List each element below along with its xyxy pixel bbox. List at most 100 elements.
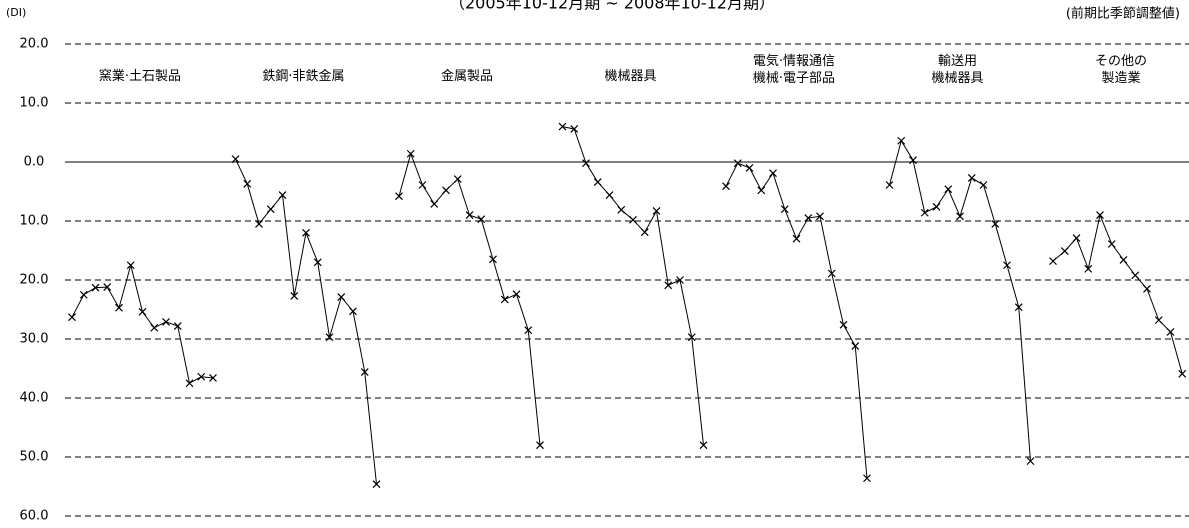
point-marker bbox=[418, 181, 427, 189]
point-marker bbox=[512, 290, 521, 299]
point-marker bbox=[442, 186, 450, 195]
series-label-line: 輸送用 bbox=[938, 54, 977, 69]
point-marker bbox=[944, 185, 953, 194]
series-label-line: その他の bbox=[1095, 54, 1147, 69]
series-label-line: 窯業·土石製品 bbox=[99, 68, 181, 84]
point-marker bbox=[1026, 457, 1035, 466]
point-marker bbox=[792, 234, 801, 243]
point-marker bbox=[150, 323, 159, 332]
point-marker bbox=[197, 372, 206, 381]
point-marker bbox=[593, 178, 602, 186]
point-marker bbox=[699, 441, 708, 450]
series-label-line: 鉄鋼·非鉄金属 bbox=[262, 68, 344, 84]
point-marker bbox=[851, 342, 860, 351]
point-marker bbox=[605, 191, 614, 199]
point-marker bbox=[1178, 369, 1187, 378]
series-label: 窯業·土石製品 bbox=[99, 68, 181, 84]
point-marker bbox=[162, 317, 170, 326]
point-marker bbox=[897, 136, 906, 145]
point-marker bbox=[1060, 247, 1069, 256]
point-marker bbox=[991, 220, 1000, 228]
y-tick-label: 10.0 bbox=[20, 214, 49, 229]
point-marker bbox=[524, 326, 533, 335]
point-marker bbox=[500, 295, 509, 304]
series-line bbox=[889, 139, 1031, 462]
point-marker bbox=[126, 261, 135, 270]
point-marker bbox=[745, 163, 754, 172]
series-label: 輸送用機械器具 bbox=[931, 54, 983, 86]
point-marker bbox=[687, 333, 696, 342]
point-marker bbox=[209, 374, 217, 382]
point-marker bbox=[640, 228, 649, 237]
point-marker bbox=[780, 205, 789, 214]
y-tick-label: 50.0 bbox=[20, 450, 49, 465]
point-marker bbox=[1096, 211, 1104, 220]
point-marker bbox=[863, 474, 871, 483]
point-marker bbox=[290, 292, 299, 300]
point-marker bbox=[804, 214, 813, 222]
point-marker bbox=[1107, 240, 1116, 248]
point-marker bbox=[231, 155, 240, 163]
point-marker bbox=[979, 181, 988, 189]
point-marker bbox=[477, 215, 486, 224]
point-marker bbox=[839, 320, 848, 329]
point-marker bbox=[617, 205, 626, 214]
point-marker bbox=[395, 192, 403, 201]
point-marker bbox=[278, 191, 287, 199]
series-line bbox=[725, 162, 868, 479]
point-marker bbox=[430, 199, 439, 208]
point-marker bbox=[453, 175, 462, 184]
series-label: 機械器具 bbox=[604, 69, 656, 84]
point-marker bbox=[536, 441, 544, 450]
point-marker bbox=[967, 174, 976, 182]
point-marker bbox=[570, 125, 579, 133]
point-marker bbox=[185, 379, 194, 388]
point-marker bbox=[582, 159, 590, 168]
point-marker bbox=[1166, 327, 1175, 336]
point-marker bbox=[1072, 234, 1081, 243]
series-line bbox=[398, 152, 541, 446]
series-label: 電気·情報通信機械·電子部品 bbox=[753, 53, 835, 86]
point-marker bbox=[722, 182, 730, 191]
point-marker bbox=[1143, 284, 1151, 293]
point-marker bbox=[1049, 257, 1057, 266]
y-tick-label: 0.0 bbox=[24, 155, 45, 170]
point-marker bbox=[909, 156, 917, 165]
y-tick-label: 40.0 bbox=[20, 391, 49, 406]
point-marker bbox=[676, 276, 684, 284]
point-marker bbox=[827, 269, 836, 278]
series-label: 金属製品 bbox=[441, 68, 493, 84]
series-line bbox=[562, 126, 704, 446]
point-marker bbox=[757, 186, 766, 195]
y-tick-label: 30.0 bbox=[20, 332, 49, 347]
y-tick-label: 20.0 bbox=[20, 273, 49, 288]
point-marker bbox=[360, 368, 369, 376]
point-marker bbox=[956, 212, 964, 221]
point-marker bbox=[1003, 261, 1011, 270]
series-label-line: 機械器具 bbox=[604, 69, 656, 84]
point-marker bbox=[103, 283, 112, 292]
y-tick-label: 20.0 bbox=[20, 37, 49, 52]
point-marker bbox=[1131, 271, 1140, 280]
series-line bbox=[235, 158, 377, 485]
point-marker bbox=[1154, 316, 1163, 325]
point-marker bbox=[733, 159, 742, 168]
series-label: その他の製造業 bbox=[1095, 54, 1147, 86]
point-marker bbox=[266, 205, 275, 214]
point-marker bbox=[932, 202, 941, 211]
series-label-line: 機械器具 bbox=[931, 71, 983, 86]
point-marker bbox=[79, 290, 88, 299]
point-marker bbox=[173, 322, 182, 330]
point-marker bbox=[325, 333, 334, 342]
point-marker bbox=[337, 293, 346, 302]
point-marker bbox=[885, 181, 894, 189]
series-label-line: 製造業 bbox=[1101, 70, 1140, 86]
point-marker bbox=[1084, 264, 1093, 273]
chart-title: （2005年10-12月期 ~ 2008年10-12月期） bbox=[449, 0, 775, 13]
series-line bbox=[1052, 213, 1183, 374]
point-marker bbox=[372, 480, 381, 489]
point-marker bbox=[769, 169, 777, 178]
y-tick-label: 60.0 bbox=[20, 509, 49, 524]
point-marker bbox=[1014, 303, 1023, 312]
